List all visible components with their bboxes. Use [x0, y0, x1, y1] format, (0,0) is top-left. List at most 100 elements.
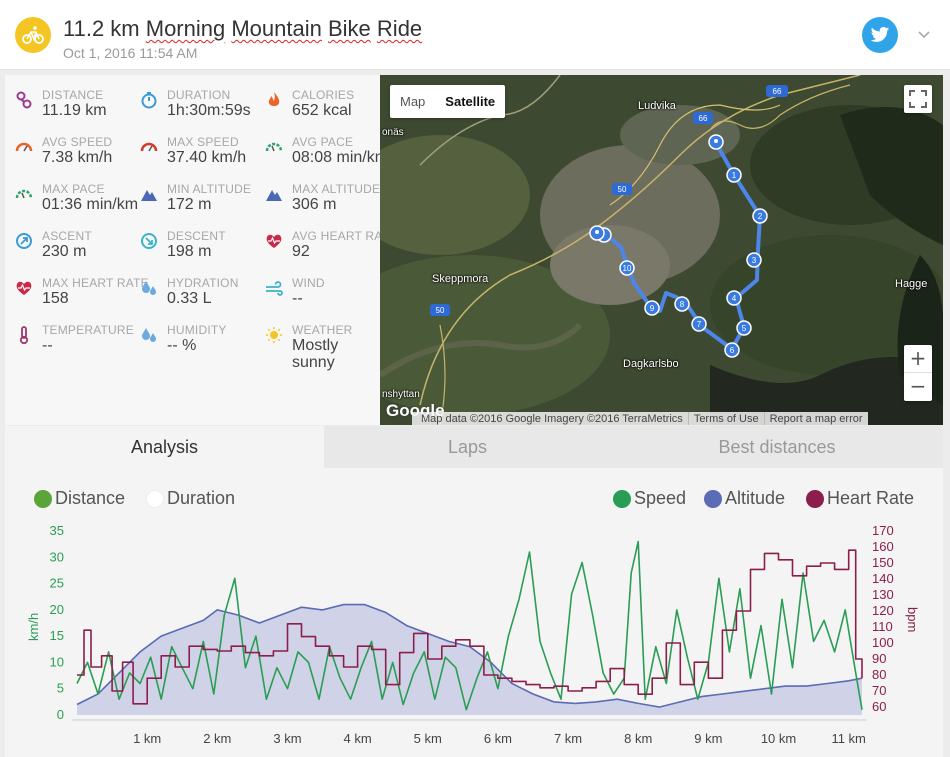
mountain-icon	[141, 190, 157, 201]
y-right-tick-label: 80	[872, 667, 886, 682]
altitude-area	[77, 604, 862, 715]
y-right-tick-label: 130	[872, 587, 894, 602]
place-label: Ludvika	[638, 100, 676, 112]
place-label: nshyttan	[382, 389, 420, 400]
x-tick-label: 4 km	[344, 731, 372, 746]
stats-panel: DISTANCE 11.19 km DURATION 1h:30m:59s CALORI…	[5, 75, 380, 425]
stat-label: MAX HEART RATE	[42, 276, 149, 290]
stat-min-altitude: MIN ALTITUDE 172 m	[130, 175, 255, 221]
stat-duration: DURATION 1h:30m:59s	[130, 81, 255, 127]
x-mode-label: Distance	[55, 488, 126, 508]
checked-icon	[613, 489, 631, 508]
report-error-link[interactable]: Report a map error	[763, 412, 868, 425]
y-left-tick-label: 15	[50, 628, 64, 643]
map-view-button[interactable]: Map	[400, 94, 426, 109]
y-left-tick-label: 5	[57, 681, 64, 696]
stat-avg-heart-rate: AVG HEART RATE92	[255, 222, 380, 268]
zoom-in-button[interactable]: +	[904, 345, 932, 373]
tab-analysis[interactable]: Analysis	[5, 426, 324, 468]
radio-unselected-icon	[146, 489, 164, 508]
y-left-tick-label: 0	[57, 707, 64, 722]
stat-value: 0.33 L	[167, 290, 212, 307]
toggle-speed-series[interactable]: Speed	[613, 488, 686, 509]
place-label: Skeppmora	[432, 273, 489, 285]
heart-pulse-icon	[266, 234, 282, 248]
activity-chart[interactable]: 0 5 10 15 20 25 30 35 60708090100110120130140150…	[0, 468, 950, 757]
satellite-view-button[interactable]: Satellite	[445, 94, 496, 109]
fullscreen-button[interactable]	[904, 85, 932, 113]
road-shield	[430, 304, 450, 316]
terms-link[interactable]: Terms of Use	[687, 412, 764, 425]
stat-calories: CALORIES 652 kcal	[255, 81, 380, 127]
stat-max-pace: MAX PACE 01:36 min/km	[5, 175, 138, 221]
road-shield	[612, 183, 632, 195]
series-label: Heart Rate	[827, 488, 915, 508]
x-tick-label: 5 km	[414, 731, 442, 746]
x-tick-label: 11 km	[831, 731, 865, 746]
km-marker: 1	[732, 171, 737, 180]
stat-value: 306 m	[292, 196, 337, 213]
map-attribution: Map data ©2016 Google Imagery ©2016 Terr…	[412, 412, 868, 425]
x-tick-label: 10 km	[761, 731, 796, 746]
y-left-tick-label: 10	[50, 654, 64, 669]
x-mode-label: Duration	[167, 488, 236, 508]
x-tick-label: 7 km	[554, 731, 582, 746]
stat-label: AVG SPEED	[42, 135, 113, 149]
chevron-down-icon[interactable]	[916, 27, 932, 43]
finish-pin-icon	[589, 225, 612, 243]
tab-laps[interactable]: Laps	[447, 437, 488, 457]
y-right-tick-label: 110	[872, 619, 893, 634]
stat-value: 92	[292, 243, 310, 260]
y-left-tick-label: 30	[50, 549, 64, 564]
stat-value: 08:08 min/km	[292, 149, 380, 166]
attribution-text: Map data ©2016 Google Imagery ©2016 Terr…	[421, 413, 683, 425]
stat-weather: WEATHER Mostly sunny	[255, 316, 380, 371]
toggle-heart-rate-series[interactable]: Heart Rate	[806, 488, 914, 509]
stat-value: 652 kcal	[292, 102, 352, 119]
map-type-toggle[interactable]: Map Satellite	[390, 85, 506, 118]
stat-label: MAX PACE	[42, 182, 105, 196]
water-drops-icon	[142, 328, 156, 342]
title-word: Mountain	[231, 16, 322, 41]
stat-wind: WIND --	[255, 269, 380, 315]
stat-descent: DESCENT 198 m	[130, 222, 255, 268]
x-mode-distance[interactable]: Distance	[34, 488, 125, 509]
y-right-tick-label: 100	[872, 635, 894, 650]
stat-humidity: HUMIDITY -- %	[130, 316, 255, 362]
title-word: Bike	[328, 16, 371, 41]
stat-value: -- %	[167, 337, 197, 354]
series-label: Speed	[634, 488, 687, 508]
stat-label: ASCENT	[42, 229, 92, 243]
zoom-out-button[interactable]: −	[909, 374, 927, 398]
stat-max-speed: MAX SPEED 37.40 km/h	[130, 128, 255, 174]
activity-date: Oct 1, 2016 11:54 AM	[63, 45, 198, 61]
stat-avg-pace: AVG PACE 08:08 min/km	[255, 128, 380, 174]
stat-value: 37.40 km/h	[167, 149, 247, 166]
stat-label: DURATION	[167, 88, 231, 102]
bike-icon	[15, 17, 51, 53]
y-right-tick-label: 90	[872, 651, 886, 666]
y-right-tick-label: 160	[872, 539, 894, 554]
tab-best-distances[interactable]: Best distances	[718, 437, 836, 457]
stat-value: 1h:30m:59s	[167, 102, 251, 119]
x-mode-duration[interactable]: Duration	[146, 488, 235, 509]
radio-selected-icon	[34, 489, 52, 508]
stat-label: TEMPERATURE	[42, 323, 134, 337]
heart-pulse-icon	[16, 281, 32, 295]
km-marker: 10	[623, 264, 632, 273]
km-marker: 6	[730, 346, 735, 355]
stat-value: 7.38 km/h	[42, 149, 113, 166]
descent-icon	[141, 233, 157, 249]
analysis-tabs: Analysis Laps Best distances	[5, 426, 943, 468]
toggle-altitude-series[interactable]: Altitude	[704, 488, 785, 509]
twitter-share-button[interactable]	[862, 17, 898, 53]
road-label: 66	[699, 114, 708, 123]
route-icon	[16, 91, 32, 109]
route-map[interactable]: Ludvika Skeppmora Hagge Dagkarlsbo onäs …	[380, 75, 943, 425]
stat-label: CALORIES	[292, 88, 355, 102]
stat-value: Mostly sunny	[292, 337, 339, 371]
pace-gauge-icon	[15, 189, 33, 199]
km-marker: 2	[758, 212, 763, 221]
series-label: Altitude	[725, 488, 786, 508]
title-word: Ride	[376, 16, 423, 41]
